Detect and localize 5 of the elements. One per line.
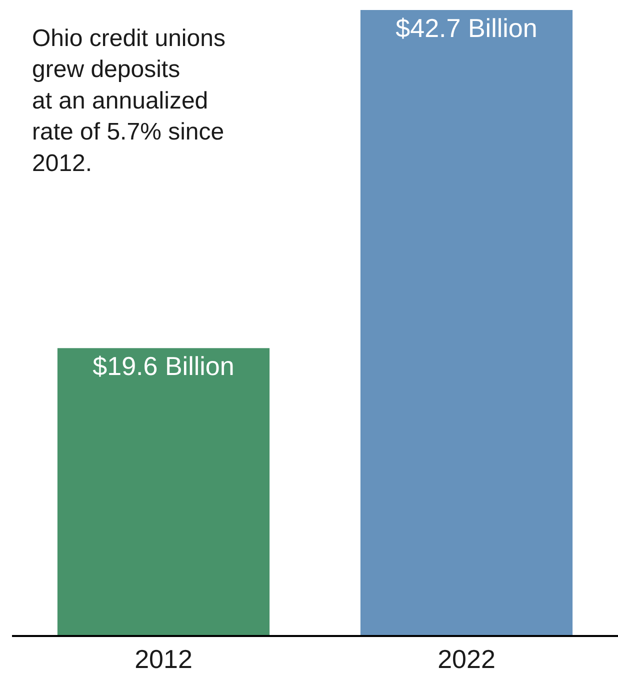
- annotation: Ohio credit unions grew deposits at an annualized rate of 5.7% since 2012.: [32, 25, 226, 177]
- x-tick-label: 2022: [438, 644, 496, 674]
- x-tick-label: 2012: [134, 644, 192, 674]
- data-label: $42.7 Billion: [396, 13, 538, 43]
- data-label: $19.6 Billion: [92, 351, 234, 382]
